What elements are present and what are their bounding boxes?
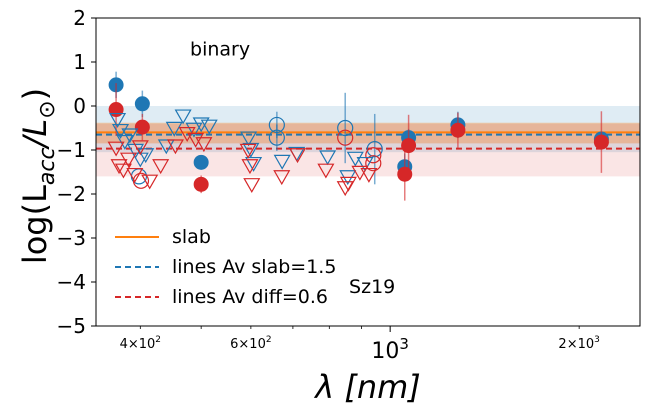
plot-frame [95, 17, 641, 327]
point-5-13 [241, 159, 259, 175]
point-0-1 [134, 96, 150, 112]
point-5-9 [178, 127, 196, 142]
point-3-0 [132, 172, 150, 189]
band-0 [96, 106, 640, 153]
x-tick-exponent: 3 [594, 335, 600, 345]
x-tick-label: 6×102 [230, 335, 271, 352]
y-axis: 2 1 0 −1 −2 −3 −4 −5 [57, 6, 96, 338]
y-tick-label: 1 [73, 50, 86, 74]
point-5-7 [152, 159, 170, 175]
point-1-3 [401, 138, 417, 154]
point-5-0 [107, 141, 125, 157]
point-4-0 [109, 112, 127, 128]
x-tick-label: 103 [371, 335, 409, 364]
point-5-15 [273, 170, 291, 186]
point-5-10 [187, 132, 205, 148]
point-4-8 [165, 121, 183, 137]
point-5-3 [119, 152, 138, 168]
point-4-11 [192, 117, 210, 133]
point-4-16 [273, 154, 291, 170]
legend-label-lines-av-slab: lines Av slab=1.5 [172, 256, 336, 278]
point-4-18 [319, 150, 337, 166]
point-5-21 [360, 167, 378, 183]
point-4-20 [346, 151, 364, 167]
y-tick-label: −1 [57, 138, 86, 162]
x-tick-label: 4×102 [120, 335, 161, 352]
point-3-1 [337, 129, 354, 146]
x-axis: 4×102 6×102 103 2×103 [120, 326, 600, 364]
point-4-12 [200, 119, 218, 135]
x-axis-label: λ [nm] [313, 368, 421, 406]
point-5-11 [195, 137, 213, 153]
x-tick-base: 10 [371, 339, 399, 364]
point-1-5 [450, 122, 466, 138]
point-4-7 [157, 139, 175, 155]
annotation-binary: binary [190, 38, 250, 60]
legend-label-slab: slab [172, 226, 211, 248]
point-3-2 [365, 147, 382, 164]
point-2-3 [337, 119, 354, 137]
point-4-13 [240, 131, 258, 147]
reference-lines [96, 131, 640, 150]
x-tick-base: 2×10 [558, 337, 594, 352]
point-5-2 [114, 163, 132, 179]
x-tick-exponent: 2 [155, 335, 161, 345]
point-5-5 [131, 140, 149, 156]
point-1-2 [193, 176, 209, 192]
point-5-17 [317, 163, 335, 179]
data-points [107, 71, 609, 201]
point-2-4 [366, 141, 383, 158]
x-tick-label: 2×103 [558, 335, 599, 352]
point-5-1 [110, 159, 128, 175]
point-5-4 [126, 167, 144, 183]
point-4-6 [137, 148, 155, 164]
point-1-1 [134, 119, 150, 135]
y-tick-label: −3 [57, 226, 86, 250]
point-4-14 [242, 142, 260, 158]
y-tick-label: 0 [73, 94, 86, 118]
x-tick-base: 6×10 [230, 337, 266, 352]
y-tick-label: 2 [73, 6, 86, 30]
point-2-2 [268, 129, 285, 146]
point-3-3 [365, 155, 382, 172]
y-tick-label: −5 [57, 314, 86, 338]
point-4-10 [185, 122, 203, 138]
x-tick-exponent: 3 [399, 335, 409, 353]
point-5-8 [166, 139, 184, 155]
x-tick-exponent: 2 [266, 335, 272, 345]
point-4-3 [121, 128, 139, 144]
legend: slab lines Av slab=1.5 lines Av diff=0.6 [115, 226, 336, 308]
point-5-12 [239, 143, 257, 159]
y-axis-label: log(Lacc/L⊙) [16, 88, 60, 264]
annotation-sz19: Sz19 [349, 276, 395, 298]
point-5-16 [289, 148, 307, 164]
point-1-4 [397, 166, 413, 182]
y-tick-label: −4 [57, 270, 86, 294]
point-0-2 [193, 154, 209, 170]
point-4-9 [174, 109, 192, 125]
point-5-19 [339, 176, 357, 192]
x-tick-base: 4×10 [120, 337, 156, 352]
point-5-14 [243, 178, 261, 194]
legend-label-lines-av-diff: lines Av diff=0.6 [172, 286, 328, 308]
point-5-6 [141, 174, 159, 190]
point-1-6 [593, 134, 609, 150]
point-4-15 [245, 156, 263, 172]
y-tick-label: −2 [57, 182, 86, 206]
point-4-21 [356, 156, 374, 172]
